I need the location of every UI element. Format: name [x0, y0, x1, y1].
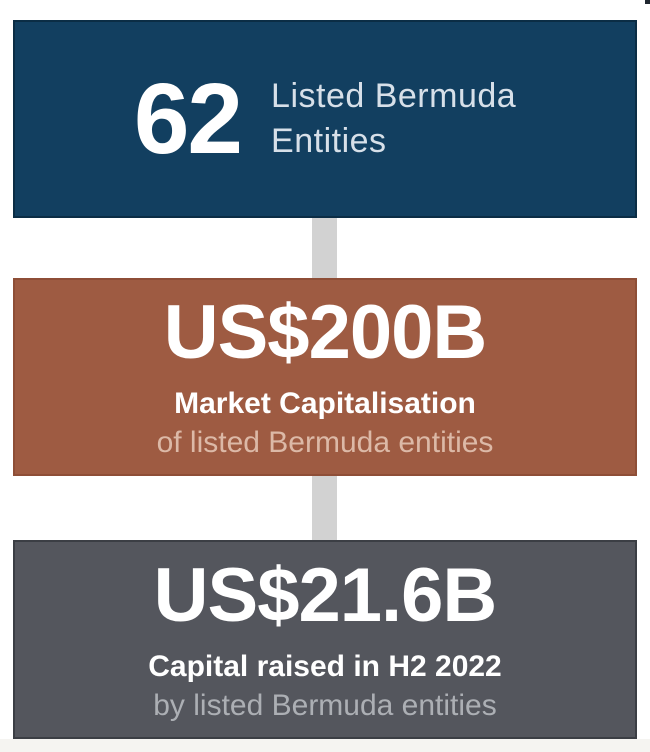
stat-card-capital-raised: US$21.6B Capital raised in H2 2022 by li… [13, 540, 637, 739]
connector-line-bottom [312, 474, 337, 542]
stat-card-listed-entities: 62 Listed Bermuda Entities [13, 20, 637, 218]
stat-subtitle-light: by listed Bermuda entities [153, 688, 497, 722]
stat-card-content: 62 Listed Bermuda Entities [134, 69, 516, 169]
corner-artifact [645, 0, 650, 4]
stat-subtitle-bold: Market Capitalisation [174, 387, 476, 420]
connector-line-top [312, 216, 337, 280]
stat-value: US$200B [163, 290, 488, 375]
stat-label: Listed Bermuda Entities [271, 74, 516, 164]
stat-card-content: US$21.6B Capital raised in H2 2022 by li… [148, 552, 502, 722]
stat-label-line-1: Listed Bermuda [271, 77, 517, 116]
stat-card-content: US$200B Market Capitalisation of listed … [156, 290, 494, 460]
stat-subtitle-bold: Capital raised in H2 2022 [148, 649, 502, 683]
stat-subtitle-light: of listed Bermuda entities [156, 426, 494, 459]
stat-label-line-2: Entities [271, 122, 387, 160]
stat-value: 62 [133, 63, 243, 175]
stat-card-market-capitalisation: US$200B Market Capitalisation of listed … [13, 278, 637, 476]
stat-value: US$21.6B [153, 552, 498, 638]
page-footer-strip [0, 739, 650, 752]
